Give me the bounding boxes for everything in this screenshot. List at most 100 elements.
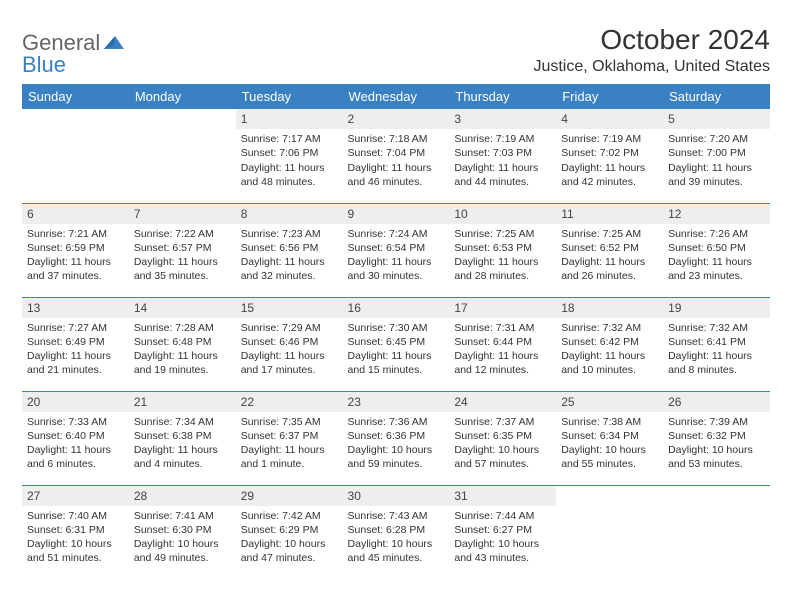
sunset-text: Sunset: 6:41 PM [668,335,765,349]
sunset-text: Sunset: 7:03 PM [454,146,551,160]
sunset-text: Sunset: 6:50 PM [668,241,765,255]
sunrise-text: Sunrise: 7:32 AM [561,321,658,335]
day-header-row: Sunday Monday Tuesday Wednesday Thursday… [22,84,770,109]
sunset-text: Sunset: 7:02 PM [561,146,658,160]
calendar-head: Sunday Monday Tuesday Wednesday Thursday… [22,84,770,109]
sunset-text: Sunset: 6:52 PM [561,241,658,255]
sunrise-text: Sunrise: 7:27 AM [27,321,124,335]
sunset-text: Sunset: 6:36 PM [348,429,445,443]
calendar-week-row: 20Sunrise: 7:33 AMSunset: 6:40 PMDayligh… [22,391,770,485]
calendar-day-cell: 29Sunrise: 7:42 AMSunset: 6:29 PMDayligh… [236,485,343,579]
day-number: 30 [343,486,450,506]
daylight-text: Daylight: 11 hours and 37 minutes. [27,255,124,283]
daylight-text: Daylight: 10 hours and 51 minutes. [27,537,124,565]
logo-line2: Blue [22,52,66,78]
calendar-day-cell: 24Sunrise: 7:37 AMSunset: 6:35 PMDayligh… [449,391,556,485]
sunrise-text: Sunrise: 7:24 AM [348,227,445,241]
day-number: 18 [556,298,663,318]
calendar-day-cell: 5Sunrise: 7:20 AMSunset: 7:00 PMDaylight… [663,109,770,203]
daylight-text: Daylight: 11 hours and 30 minutes. [348,255,445,283]
sunrise-text: Sunrise: 7:32 AM [668,321,765,335]
day-number: 4 [556,109,663,129]
day-number: 14 [129,298,236,318]
sunset-text: Sunset: 6:35 PM [454,429,551,443]
calendar-day-cell: 13Sunrise: 7:27 AMSunset: 6:49 PMDayligh… [22,297,129,391]
day-number: 6 [22,204,129,224]
calendar-day-cell [129,109,236,203]
calendar-body: 1Sunrise: 7:17 AMSunset: 7:06 PMDaylight… [22,109,770,579]
day-number: 23 [343,392,450,412]
calendar-week-row: 1Sunrise: 7:17 AMSunset: 7:06 PMDaylight… [22,109,770,203]
sunrise-text: Sunrise: 7:40 AM [27,509,124,523]
sunrise-text: Sunrise: 7:39 AM [668,415,765,429]
day-number: 20 [22,392,129,412]
day-number: 26 [663,392,770,412]
day-number: 12 [663,204,770,224]
daylight-text: Daylight: 11 hours and 23 minutes. [668,255,765,283]
day-number: 16 [343,298,450,318]
calendar-day-cell: 20Sunrise: 7:33 AMSunset: 6:40 PMDayligh… [22,391,129,485]
calendar-table: Sunday Monday Tuesday Wednesday Thursday… [22,84,770,579]
daylight-text: Daylight: 11 hours and 21 minutes. [27,349,124,377]
day-number: 10 [449,204,556,224]
calendar-day-cell: 4Sunrise: 7:19 AMSunset: 7:02 PMDaylight… [556,109,663,203]
header-row: General October 2024 Justice, Oklahoma, … [22,24,770,76]
calendar-day-cell: 10 Sunrise: 7:25 AMSunset: 6:53 PMDayligh… [449,203,556,297]
sunset-text: Sunset: 6:48 PM [134,335,231,349]
sunset-text: Sunset: 6:38 PM [134,429,231,443]
sunrise-text: Sunrise: 7:17 AM [241,132,338,146]
day-number: 15 [236,298,343,318]
sunrise-text: Sunrise: 7:30 AM [348,321,445,335]
calendar-day-cell: 7Sunrise: 7:22 AMSunset: 6:57 PMDaylight… [129,203,236,297]
day-number: 21 [129,392,236,412]
sunset-text: Sunset: 6:31 PM [27,523,124,537]
daylight-text: Daylight: 11 hours and 35 minutes. [134,255,231,283]
sunrise-text: Sunrise: 7:26 AM [668,227,765,241]
daylight-text: Daylight: 11 hours and 46 minutes. [348,161,445,189]
daylight-text: Daylight: 11 hours and 10 minutes. [561,349,658,377]
day-number: 1 [236,109,343,129]
daylight-text: Daylight: 11 hours and 28 minutes. [454,255,551,283]
sunset-text: Sunset: 6:42 PM [561,335,658,349]
calendar-day-cell [22,109,129,203]
day-number: 25 [556,392,663,412]
sunset-text: Sunset: 6:46 PM [241,335,338,349]
calendar-day-cell: 26Sunrise: 7:39 AMSunset: 6:32 PMDayligh… [663,391,770,485]
calendar-day-cell [663,485,770,579]
day-number: 27 [22,486,129,506]
sunrise-text: Sunrise: 7:23 AM [241,227,338,241]
sunrise-text: Sunrise: 7:25 AM [454,227,551,241]
daylight-text: Daylight: 11 hours and 12 minutes. [454,349,551,377]
calendar-day-cell: 14Sunrise: 7:28 AMSunset: 6:48 PMDayligh… [129,297,236,391]
sunset-text: Sunset: 6:40 PM [27,429,124,443]
sunset-text: Sunset: 6:37 PM [241,429,338,443]
calendar-day-cell: 2Sunrise: 7:18 AMSunset: 7:04 PMDaylight… [343,109,450,203]
sunset-text: Sunset: 6:57 PM [134,241,231,255]
sunrise-text: Sunrise: 7:36 AM [348,415,445,429]
daylight-text: Daylight: 11 hours and 48 minutes. [241,161,338,189]
sunset-text: Sunset: 6:27 PM [454,523,551,537]
day-header: Sunday [22,84,129,109]
day-number: 9 [343,204,450,224]
daylight-text: Daylight: 11 hours and 32 minutes. [241,255,338,283]
title-block: October 2024 Justice, Oklahoma, United S… [533,24,770,76]
sunrise-text: Sunrise: 7:19 AM [454,132,551,146]
month-title: October 2024 [533,24,770,56]
sunrise-text: Sunrise: 7:20 AM [668,132,765,146]
sunset-text: Sunset: 6:54 PM [348,241,445,255]
calendar-week-row: 6Sunrise: 7:21 AMSunset: 6:59 PMDaylight… [22,203,770,297]
sunset-text: Sunset: 6:53 PM [454,241,551,255]
sunrise-text: Sunrise: 7:44 AM [454,509,551,523]
sunrise-text: Sunrise: 7:25 AM [561,227,658,241]
sunrise-text: Sunrise: 7:28 AM [134,321,231,335]
location-text: Justice, Oklahoma, United States [533,58,770,76]
calendar-day-cell: 11Sunrise: 7:25 AMSunset: 6:52 PMDayligh… [556,203,663,297]
logo-text-part2: Blue [22,52,66,77]
daylight-text: Daylight: 11 hours and 4 minutes. [134,443,231,471]
daylight-text: Daylight: 11 hours and 26 minutes. [561,255,658,283]
sunrise-text: Sunrise: 7:21 AM [27,227,124,241]
sunset-text: Sunset: 6:56 PM [241,241,338,255]
calendar-week-row: 13Sunrise: 7:27 AMSunset: 6:49 PMDayligh… [22,297,770,391]
calendar-day-cell: 16Sunrise: 7:30 AMSunset: 6:45 PMDayligh… [343,297,450,391]
calendar-day-cell: 28Sunrise: 7:41 AMSunset: 6:30 PMDayligh… [129,485,236,579]
